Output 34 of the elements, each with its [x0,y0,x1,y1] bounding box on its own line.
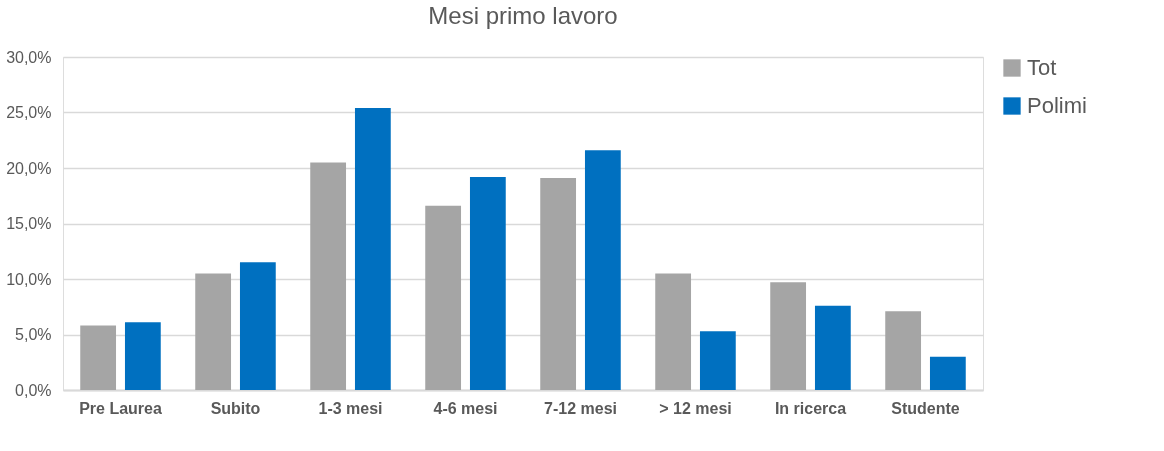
x-tick-label: 7-12 mesi [544,399,617,417]
x-tick-label: In ricerca [774,399,847,417]
y-tick-label: 15,0% [6,215,52,232]
bar [310,162,347,390]
y-tick-label: 20,0% [6,159,52,177]
x-tick-label: 1-3 mesi [318,399,383,417]
x-tick-label: 4-6 mesi [433,399,498,417]
legend-label: Tot [1027,55,1057,80]
x-tick-label: > 12 mesi [659,399,732,417]
bar [814,305,851,390]
x-tick-label: Pre Laurea [79,399,162,417]
bar [124,322,161,390]
y-tick-label: 0,0% [15,381,52,399]
bar [425,205,462,390]
bar [929,356,966,390]
bar [885,311,922,390]
bar [584,150,621,390]
x-tick-label: Subito [210,399,261,417]
bar [354,108,391,390]
bar [80,325,117,390]
bar [655,273,692,390]
legend-label: Polimi [1027,93,1087,118]
bar [239,262,276,390]
x-tick-label: Studente [891,399,960,417]
bar [699,331,736,390]
y-tick-label: 5,0% [15,326,52,343]
y-tick-label: 25,0% [6,104,52,121]
bar [469,176,506,390]
bar [540,177,577,390]
bar [770,282,807,390]
bar [195,273,232,390]
y-tick-label: 10,0% [6,270,52,288]
y-tick-label: 30,0% [6,48,52,66]
chart-title: Mesi primo lavoro [428,2,618,29]
